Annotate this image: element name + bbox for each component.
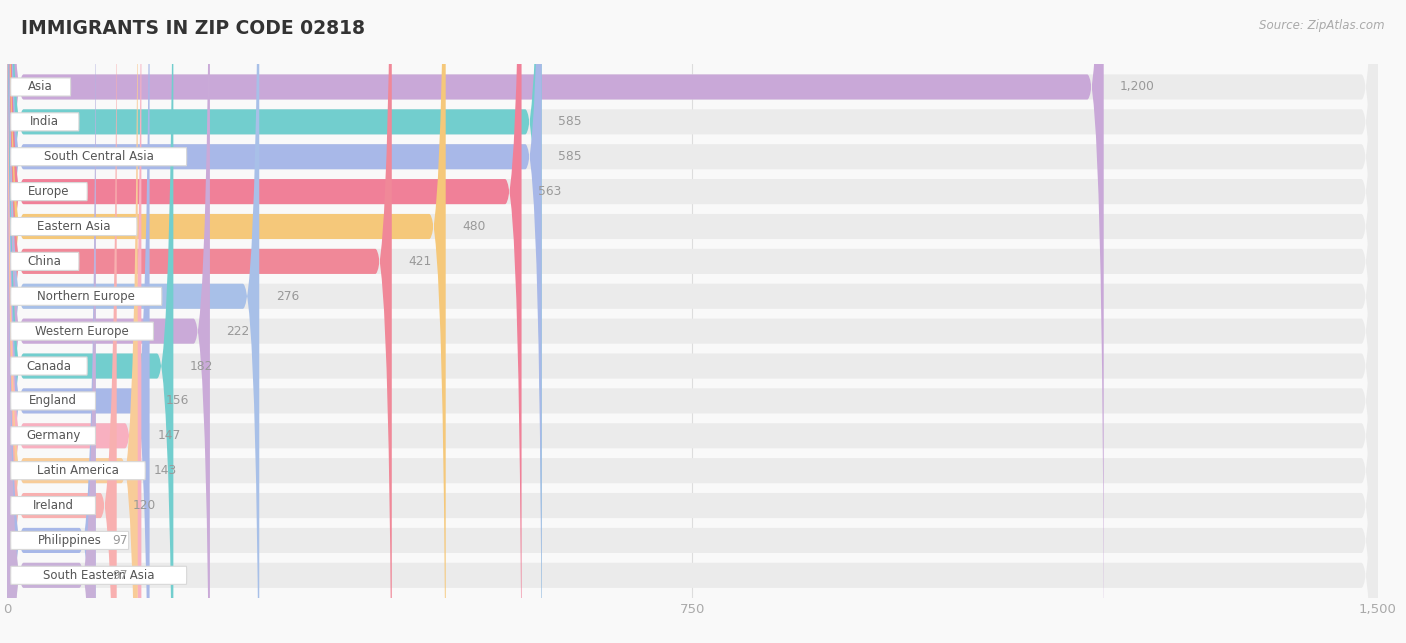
Text: 120: 120 bbox=[134, 499, 156, 512]
Text: 97: 97 bbox=[112, 534, 128, 547]
FancyBboxPatch shape bbox=[7, 0, 541, 643]
FancyBboxPatch shape bbox=[7, 0, 1378, 643]
FancyBboxPatch shape bbox=[7, 0, 392, 643]
Text: 182: 182 bbox=[190, 359, 214, 372]
FancyBboxPatch shape bbox=[7, 0, 1378, 643]
Text: 480: 480 bbox=[463, 220, 485, 233]
FancyBboxPatch shape bbox=[11, 496, 96, 514]
FancyBboxPatch shape bbox=[7, 0, 138, 643]
FancyBboxPatch shape bbox=[11, 148, 187, 166]
FancyBboxPatch shape bbox=[7, 0, 259, 643]
Text: IMMIGRANTS IN ZIP CODE 02818: IMMIGRANTS IN ZIP CODE 02818 bbox=[21, 19, 366, 39]
FancyBboxPatch shape bbox=[7, 0, 1378, 643]
FancyBboxPatch shape bbox=[11, 392, 96, 410]
FancyBboxPatch shape bbox=[11, 462, 145, 480]
Text: Europe: Europe bbox=[28, 185, 70, 198]
Text: 97: 97 bbox=[112, 569, 128, 582]
Text: Western Europe: Western Europe bbox=[35, 325, 129, 338]
FancyBboxPatch shape bbox=[7, 0, 1378, 643]
Text: China: China bbox=[28, 255, 62, 268]
FancyBboxPatch shape bbox=[7, 0, 522, 643]
FancyBboxPatch shape bbox=[11, 287, 162, 305]
FancyBboxPatch shape bbox=[11, 217, 136, 235]
Text: 147: 147 bbox=[157, 430, 181, 442]
Text: Germany: Germany bbox=[25, 430, 80, 442]
FancyBboxPatch shape bbox=[7, 0, 1378, 643]
FancyBboxPatch shape bbox=[11, 427, 96, 445]
FancyBboxPatch shape bbox=[7, 0, 1378, 643]
FancyBboxPatch shape bbox=[7, 0, 1104, 643]
FancyBboxPatch shape bbox=[7, 0, 541, 643]
FancyBboxPatch shape bbox=[7, 0, 117, 643]
FancyBboxPatch shape bbox=[11, 183, 87, 201]
Text: Ireland: Ireland bbox=[32, 499, 73, 512]
FancyBboxPatch shape bbox=[7, 0, 1378, 643]
FancyBboxPatch shape bbox=[11, 78, 70, 96]
Text: 563: 563 bbox=[538, 185, 561, 198]
Text: Source: ZipAtlas.com: Source: ZipAtlas.com bbox=[1260, 19, 1385, 32]
Text: 222: 222 bbox=[226, 325, 250, 338]
FancyBboxPatch shape bbox=[11, 322, 153, 340]
Text: Latin America: Latin America bbox=[37, 464, 120, 477]
FancyBboxPatch shape bbox=[11, 113, 79, 131]
FancyBboxPatch shape bbox=[11, 357, 87, 375]
Text: India: India bbox=[31, 115, 59, 129]
FancyBboxPatch shape bbox=[7, 0, 173, 643]
FancyBboxPatch shape bbox=[7, 0, 1378, 643]
FancyBboxPatch shape bbox=[7, 0, 1378, 643]
Text: 1,200: 1,200 bbox=[1121, 80, 1156, 93]
Text: 585: 585 bbox=[558, 150, 582, 163]
Text: England: England bbox=[30, 394, 77, 408]
FancyBboxPatch shape bbox=[7, 0, 96, 643]
Text: South Central Asia: South Central Asia bbox=[44, 150, 153, 163]
Text: Philippines: Philippines bbox=[38, 534, 101, 547]
FancyBboxPatch shape bbox=[11, 566, 187, 584]
FancyBboxPatch shape bbox=[7, 0, 1378, 643]
Text: 156: 156 bbox=[166, 394, 190, 408]
FancyBboxPatch shape bbox=[7, 0, 209, 643]
Text: 276: 276 bbox=[276, 290, 299, 303]
FancyBboxPatch shape bbox=[11, 531, 129, 550]
Text: 421: 421 bbox=[408, 255, 432, 268]
Text: Eastern Asia: Eastern Asia bbox=[37, 220, 111, 233]
Text: Northern Europe: Northern Europe bbox=[38, 290, 135, 303]
FancyBboxPatch shape bbox=[7, 0, 1378, 643]
FancyBboxPatch shape bbox=[7, 0, 1378, 643]
FancyBboxPatch shape bbox=[7, 0, 149, 643]
Text: Canada: Canada bbox=[27, 359, 72, 372]
FancyBboxPatch shape bbox=[7, 0, 1378, 643]
Text: Asia: Asia bbox=[28, 80, 53, 93]
FancyBboxPatch shape bbox=[11, 252, 79, 271]
Text: South Eastern Asia: South Eastern Asia bbox=[44, 569, 155, 582]
FancyBboxPatch shape bbox=[7, 0, 96, 643]
Text: 143: 143 bbox=[155, 464, 177, 477]
FancyBboxPatch shape bbox=[7, 0, 1378, 643]
FancyBboxPatch shape bbox=[7, 0, 1378, 643]
FancyBboxPatch shape bbox=[7, 0, 142, 643]
Text: 585: 585 bbox=[558, 115, 582, 129]
FancyBboxPatch shape bbox=[7, 0, 446, 643]
